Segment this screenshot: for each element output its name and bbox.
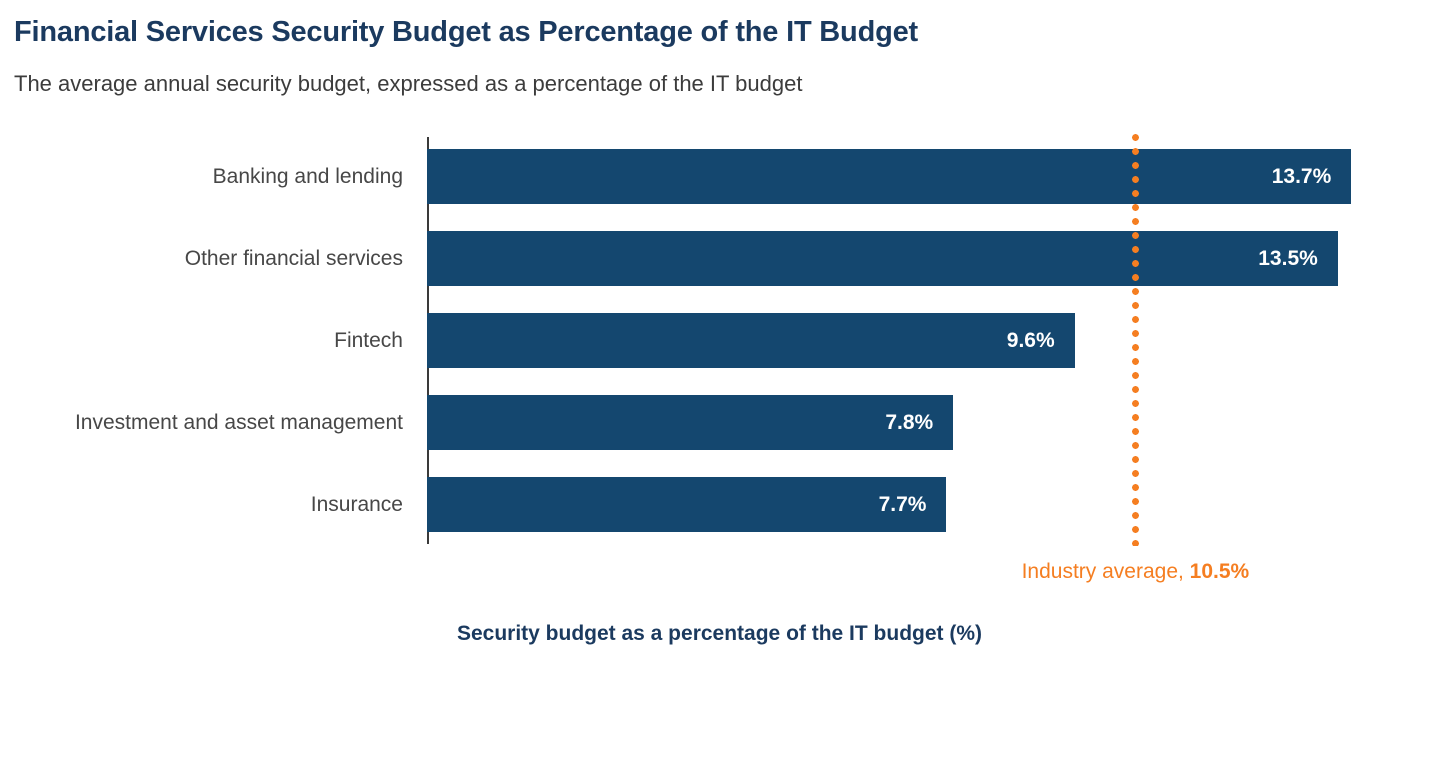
chart-row: Fintech 9.6% <box>0 313 1439 369</box>
bar-value-label: 7.8% <box>885 410 934 434</box>
plot-area: 13.7% <box>427 149 1439 205</box>
bar: 13.5% <box>427 231 1338 287</box>
bar: 13.7% <box>427 149 1352 205</box>
chart-row: Other financial services 13.5% <box>0 231 1439 287</box>
category-label: Insurance <box>310 492 403 516</box>
category-label: Other financial services <box>184 246 403 270</box>
industry-average-line <box>1131 133 1141 547</box>
chart-header: Financial Services Security Budget as Pe… <box>0 0 1439 97</box>
plot-area: 7.8% <box>427 395 1439 451</box>
chart-rows: Banking and lending 13.7% Other financial … <box>0 149 1439 533</box>
plot-area: 7.7% <box>427 477 1439 533</box>
chart-row: Insurance 7.7% <box>0 477 1439 533</box>
category-label: Investment and asset management <box>74 410 403 434</box>
chart-row: Banking and lending 13.7% <box>0 149 1439 205</box>
chart-body: Banking and lending 13.7% Other financial … <box>0 133 1439 583</box>
bar: 9.6% <box>427 313 1075 369</box>
chart-subtitle: The average annual security budget, expr… <box>14 71 803 97</box>
category-label: Fintech <box>334 328 403 352</box>
bar-value-label: 9.6% <box>1006 328 1055 352</box>
chart-row: Investment and asset management 7.8% <box>0 395 1439 451</box>
industry-average-label: Industry average, 10.5% <box>1022 560 1250 584</box>
bar-value-label: 13.7% <box>1271 164 1332 188</box>
x-axis-label: Security budget as a percentage of the I… <box>456 622 983 646</box>
bar-value-label: 13.5% <box>1258 246 1318 270</box>
category-label: Banking and lending <box>212 164 403 188</box>
bar-value-label: 7.7% <box>878 492 927 516</box>
chart-title: Financial Services Security Budget as Pe… <box>14 16 918 48</box>
plot-area: 13.5% <box>427 231 1439 287</box>
plot-area: 9.6% <box>427 313 1439 369</box>
bar: 7.8% <box>427 395 954 451</box>
industry-average-label-text: Industry average, <box>1021 560 1190 584</box>
bar: 7.7% <box>427 477 947 533</box>
industry-average-label-value: 10.5% <box>1189 560 1250 584</box>
